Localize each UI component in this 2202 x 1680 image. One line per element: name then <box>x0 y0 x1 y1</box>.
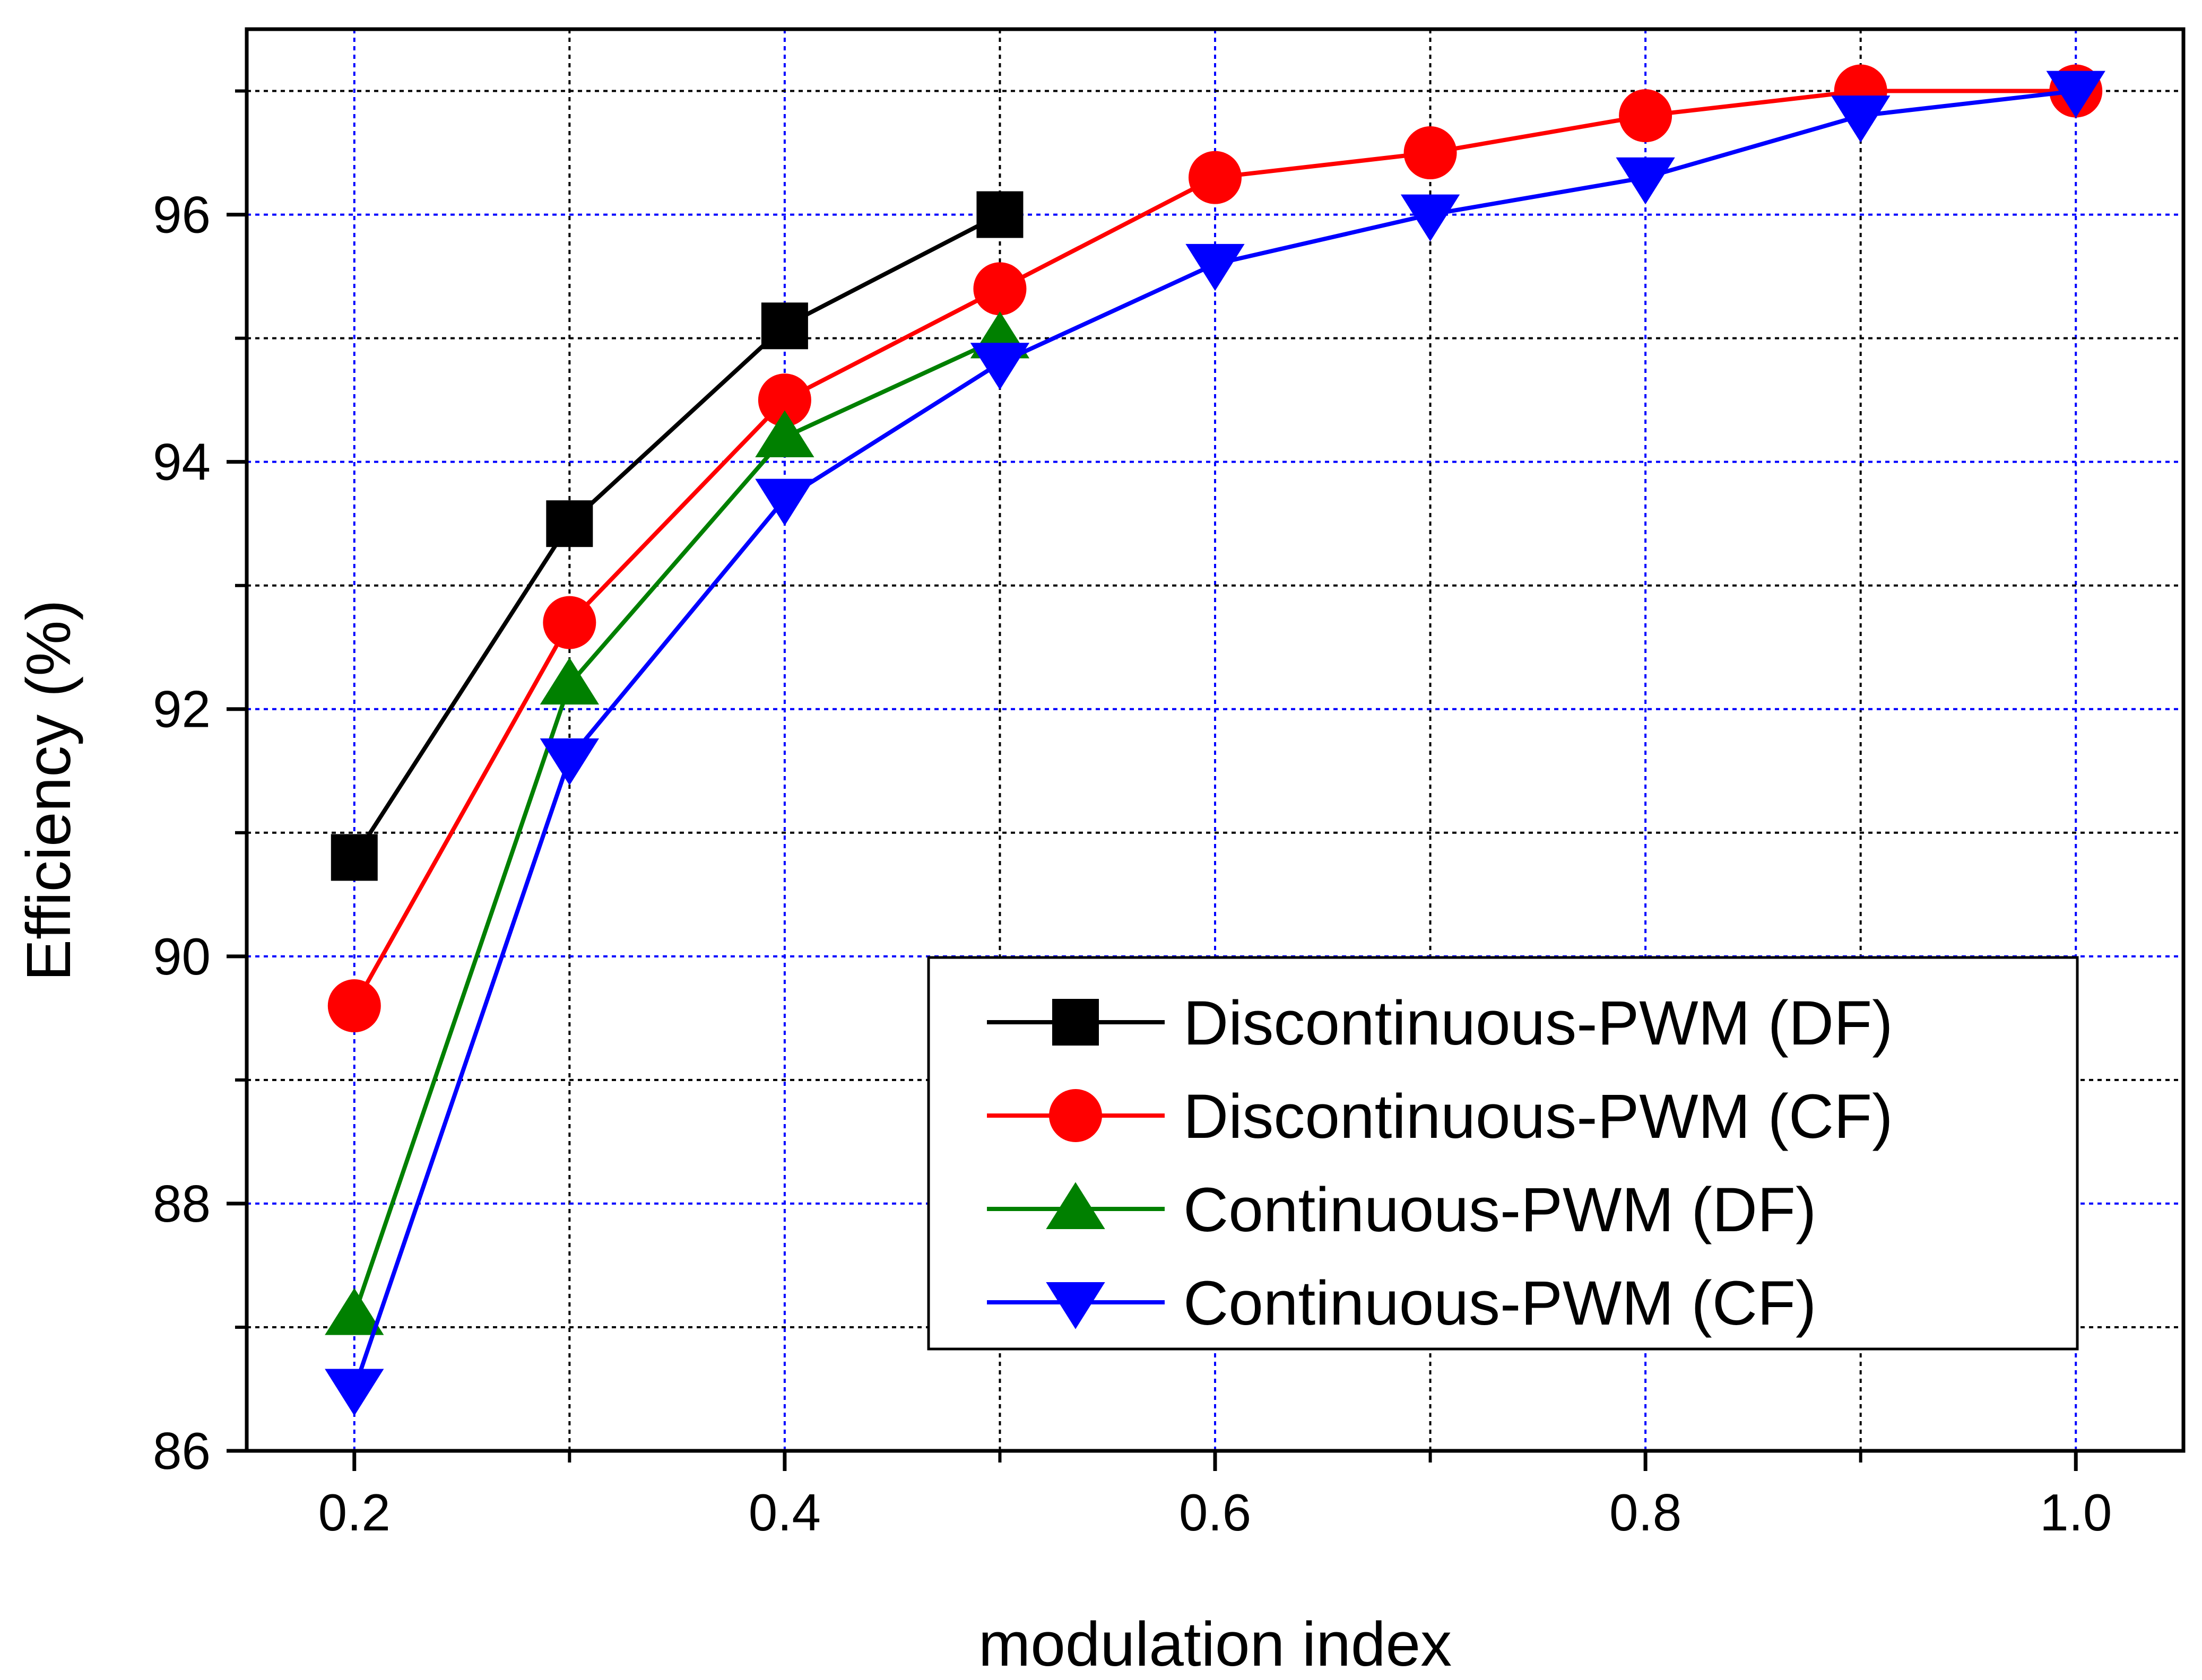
data-point <box>325 1288 384 1335</box>
series-2 <box>325 311 1030 1335</box>
x-tick-label: 1.0 <box>2040 1483 2112 1542</box>
y-tick-label: 94 <box>153 433 211 491</box>
series-line <box>352 336 1001 1316</box>
legend: Discontinuous-PWM (DF) Discontinuous-PWM … <box>927 956 2079 1351</box>
data-point <box>761 302 808 350</box>
data-point <box>325 1369 384 1416</box>
series-line <box>352 213 1001 859</box>
data-point <box>546 500 593 547</box>
data-point <box>1619 89 1672 143</box>
legend-entry-2: Continuous-PWM (DF) <box>987 1175 1816 1245</box>
y-tick-label: 88 <box>153 1174 211 1233</box>
data-point <box>1400 194 1460 242</box>
axis-ticks: 0.2 0.4 0.6 0.8 1.0 86 88 90 92 94 96 <box>153 89 2112 1542</box>
x-tick-label: 0.8 <box>1609 1483 1681 1542</box>
data-point <box>976 191 1024 238</box>
legend-marker <box>1046 1182 1105 1229</box>
legend-label: Continuous-PWM (DF) <box>1183 1175 1816 1245</box>
grid-layer <box>247 29 2183 1452</box>
data-point <box>543 596 596 649</box>
legend-marker <box>1046 1282 1105 1329</box>
y-tick-label: 96 <box>153 186 211 244</box>
legend-label: Discontinuous-PWM (CF) <box>1183 1082 1893 1152</box>
legend-label: Continuous-PWM (CF) <box>1183 1268 1816 1338</box>
axis-labels: modulation index Efficiency (%) <box>14 599 1452 1679</box>
series-0 <box>331 191 1024 881</box>
data-point <box>1831 95 1891 143</box>
legend-marker <box>1049 1089 1102 1142</box>
y-tick-label: 92 <box>153 680 211 738</box>
data-point <box>970 343 1030 390</box>
x-axis-label: modulation index <box>978 1609 1452 1679</box>
data-point <box>973 262 1027 316</box>
x-tick-label: 0.6 <box>1179 1483 1251 1542</box>
legend-marker <box>1052 999 1099 1046</box>
series-3 <box>325 71 2105 1416</box>
y-tick-label: 86 <box>153 1422 211 1480</box>
legend-entry-0: Discontinuous-PWM (DF) <box>987 988 1893 1058</box>
y-axis-label: Efficiency (%) <box>14 599 84 981</box>
data-point <box>2046 71 2105 118</box>
data-point <box>540 738 599 786</box>
data-point <box>1403 126 1457 180</box>
data-point <box>1189 151 1242 204</box>
data-point <box>758 373 811 427</box>
data-point <box>540 657 599 705</box>
series-layer <box>325 64 2105 1416</box>
x-tick-label: 0.4 <box>749 1483 821 1542</box>
legend-entry-1: Discontinuous-PWM (CF) <box>987 1082 1893 1152</box>
data-point <box>1185 243 1245 291</box>
legend-entry-3: Continuous-PWM (CF) <box>987 1268 1816 1338</box>
x-tick-label: 0.2 <box>318 1483 391 1542</box>
data-point <box>755 410 814 457</box>
data-point <box>327 979 381 1033</box>
data-point <box>1616 157 1675 205</box>
y-tick-label: 90 <box>153 927 211 986</box>
data-point <box>755 478 814 526</box>
data-point <box>331 834 378 881</box>
legend-label: Discontinuous-PWM (DF) <box>1183 988 1893 1058</box>
